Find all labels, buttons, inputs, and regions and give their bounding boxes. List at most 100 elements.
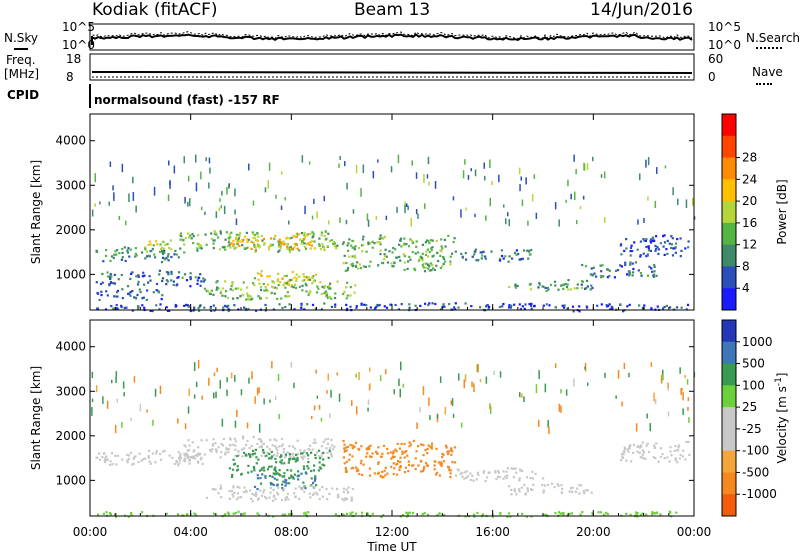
vel-cell [349,512,352,515]
power-cell [224,280,227,283]
power-cell [680,306,683,309]
vel-cell [337,493,340,497]
power-cell [249,295,252,298]
power-cell [296,247,299,250]
power-cell [352,209,355,214]
power-cell [187,175,190,182]
vel-cell [438,512,441,515]
power-cell [320,234,323,237]
vel-cell [257,497,260,500]
vel-cell [435,447,438,450]
power-cell [235,218,238,225]
power-cell [112,307,115,310]
power-cell [375,216,378,220]
power-cell [285,237,288,240]
vel-cell [276,449,279,452]
power-cell [131,271,134,274]
power-cell [161,277,165,280]
power-cell [115,253,118,256]
vel-cell [686,379,689,385]
vel-cell [344,470,348,474]
vel-cell [379,474,382,477]
vel-cell [476,471,480,474]
power-cell [110,281,113,284]
power-cell [149,243,152,246]
power-cell [640,274,643,277]
power-cell [631,262,634,265]
power-cell [187,232,190,235]
vel-cell [655,442,658,445]
vel-cell [289,455,292,458]
power-cell [670,235,673,238]
power-cell [161,256,165,259]
vel-cell [256,477,259,480]
power-cell [571,305,575,308]
power-cell [428,302,431,305]
power-cell [269,243,272,246]
power-cell [599,274,603,278]
power-cell [312,232,315,235]
power-cell [234,209,236,215]
power-cell [275,287,279,290]
power-cell [195,182,198,192]
power-cell [647,196,649,201]
power-cell [108,275,111,278]
vel-cell [676,461,679,464]
power-cell [189,198,191,207]
power-cell [655,274,658,277]
vel-cell [279,474,282,477]
vel-cell [659,513,662,516]
power-cell [221,294,224,297]
power-cell [295,235,298,238]
power-cell [304,205,306,215]
vel-cell [178,459,181,462]
vel-cell [260,468,263,471]
power-cell [144,246,147,249]
power-cell [428,265,431,268]
vel-cell [318,455,321,458]
vel-cell [286,492,289,496]
vel-cell [106,458,109,461]
power-cell [189,234,192,237]
vel-cell [417,445,420,448]
power-cell [643,239,646,242]
vel-cell [242,513,245,516]
vel-cell [236,465,239,468]
power-cell [150,249,153,253]
power-cell [157,291,160,294]
vel-cell [252,435,255,439]
power-cell [670,246,673,249]
vel-cell [188,458,192,461]
power-cell [249,298,252,301]
power-cell [565,199,567,203]
power-cell [231,289,235,292]
power-cell [293,308,296,311]
power-cell [307,242,310,245]
vel-cell [294,495,297,498]
power-cell [676,238,679,241]
power-cell [440,245,443,248]
vel-cell [347,486,350,489]
vel-cell [445,446,448,449]
power-cell [399,259,402,262]
vel-cell [635,423,638,432]
power-cell [156,243,159,246]
vel-cell [211,444,214,447]
vel-cell [420,443,423,446]
power-cell [308,243,311,246]
vel-cell [262,451,266,454]
cpid-panel: normalsound (fast) -157 RF [89,84,280,108]
vel-cell [317,469,320,472]
power-cell [278,245,281,248]
vel-cell [543,514,546,517]
power-cell [488,305,491,309]
power-cell [330,305,333,308]
vel-cell [649,423,651,432]
vel-cell [104,461,107,464]
power-cell [591,286,594,290]
power-cell [554,306,557,309]
vel-cell [518,477,521,480]
power-cell [343,254,346,257]
vel-cell [302,467,306,470]
